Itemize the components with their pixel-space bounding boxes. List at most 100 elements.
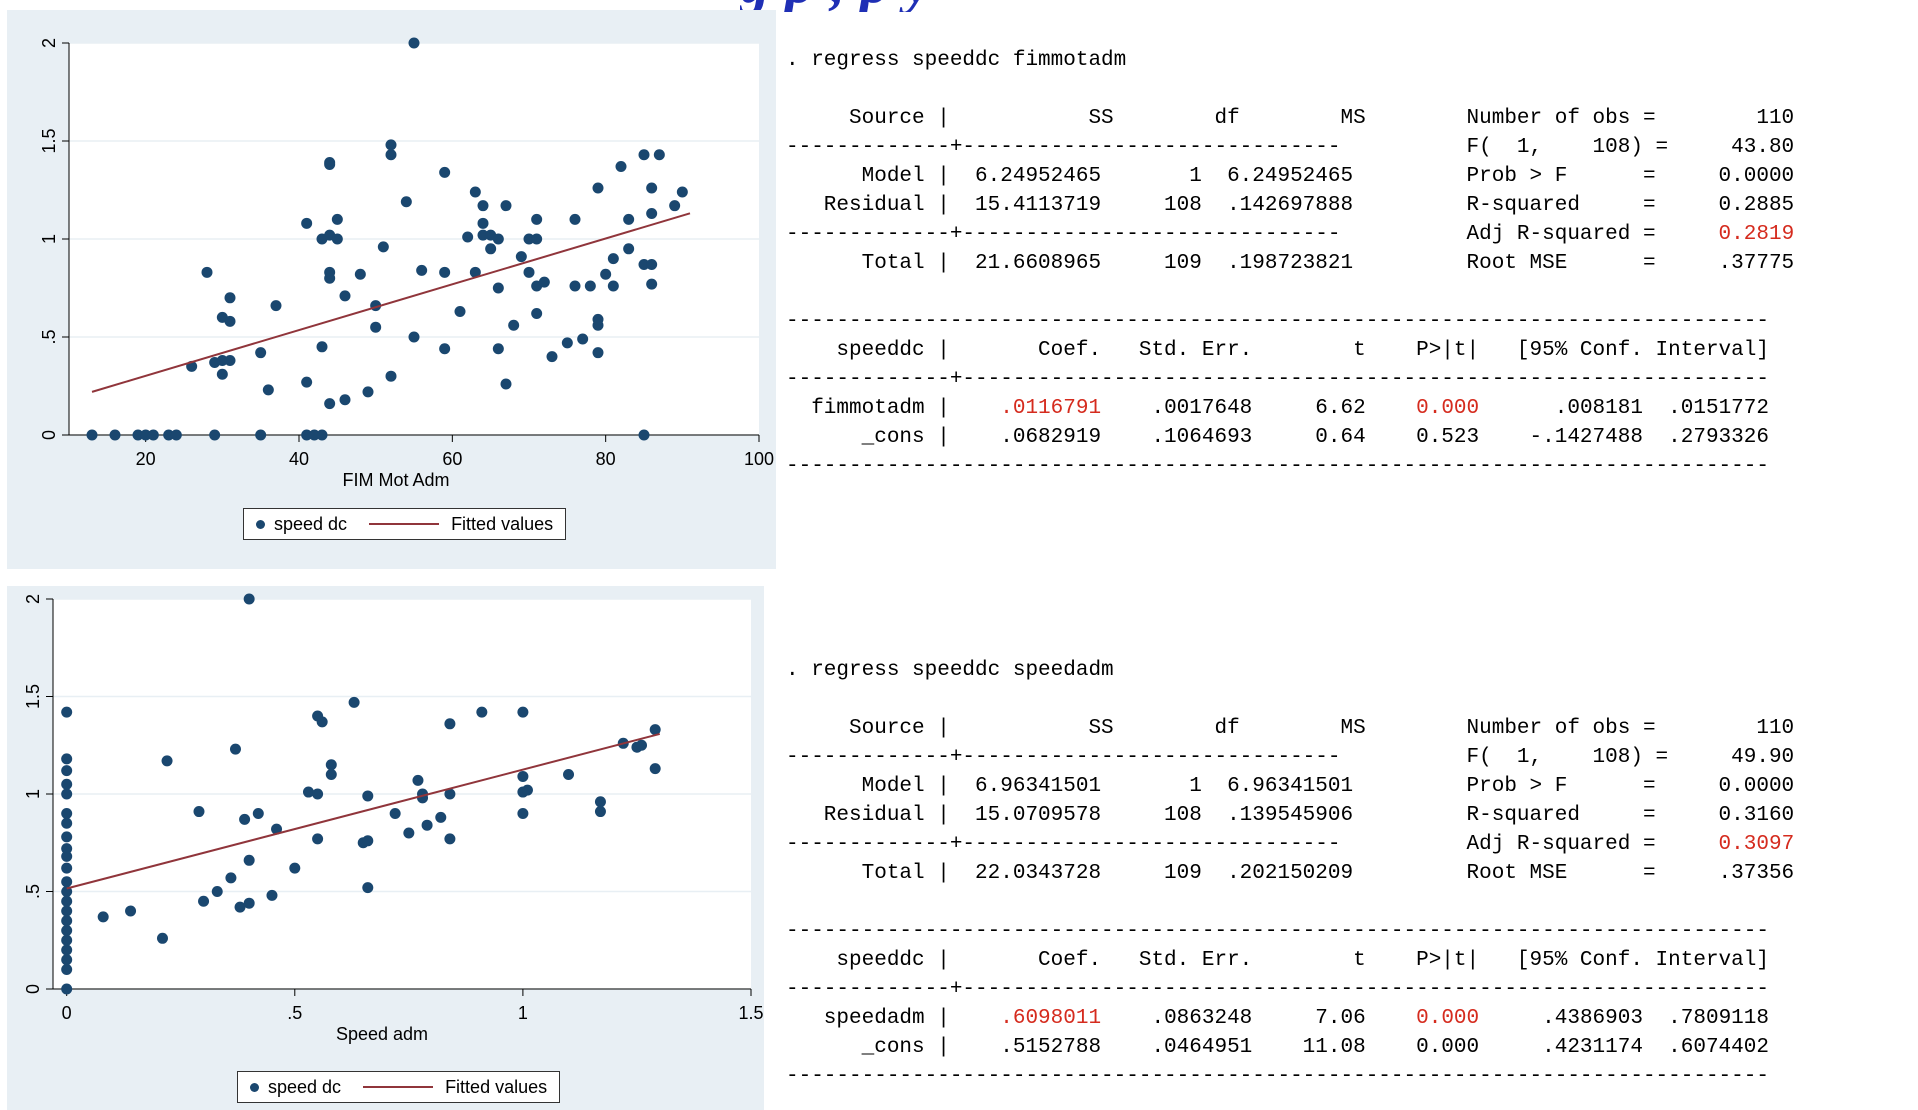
y-tick-label: 1.5 bbox=[23, 684, 43, 709]
legend-speedadm: speed dc Fitted values bbox=[237, 1071, 561, 1103]
data-point bbox=[308, 429, 320, 441]
data-point bbox=[492, 233, 504, 245]
data-point bbox=[86, 429, 98, 441]
data-point bbox=[255, 347, 267, 359]
data-point bbox=[61, 944, 73, 956]
legend-marker-dot bbox=[256, 519, 265, 529]
data-point bbox=[61, 843, 73, 855]
x-tick-label: 100 bbox=[744, 449, 774, 469]
data-point bbox=[531, 233, 543, 245]
data-point bbox=[500, 200, 512, 212]
data-point bbox=[646, 208, 658, 220]
data-point bbox=[252, 808, 264, 819]
y-tick-label: 1 bbox=[23, 789, 43, 799]
data-point bbox=[594, 806, 606, 818]
data-point bbox=[500, 378, 512, 390]
data-point bbox=[370, 321, 382, 333]
data-point bbox=[61, 915, 73, 927]
data-point bbox=[147, 429, 159, 441]
data-point bbox=[198, 895, 210, 907]
data-point bbox=[477, 217, 489, 229]
data-point bbox=[561, 337, 573, 349]
data-point bbox=[225, 872, 237, 884]
data-point bbox=[301, 429, 313, 441]
data-point bbox=[362, 790, 374, 802]
data-point bbox=[408, 37, 420, 49]
data-point bbox=[649, 763, 661, 775]
data-point bbox=[163, 429, 175, 441]
x-tick-label: 0 bbox=[62, 1003, 72, 1023]
data-point bbox=[492, 282, 504, 294]
data-point bbox=[646, 258, 658, 270]
data-point bbox=[61, 850, 73, 862]
data-point bbox=[61, 964, 73, 975]
data-point bbox=[607, 253, 619, 265]
data-point bbox=[156, 932, 168, 944]
data-point bbox=[439, 166, 451, 178]
data-point bbox=[439, 266, 451, 278]
data-point bbox=[636, 739, 648, 751]
x-tick-label: 60 bbox=[442, 449, 462, 469]
scatter-plot-speedadm: 0 .5 1 1.5 2 0 .5 1 1.5 Speed adm bbox=[23, 593, 764, 1044]
data-point bbox=[61, 876, 73, 888]
data-point bbox=[538, 276, 550, 288]
data-point bbox=[271, 823, 283, 835]
data-point bbox=[615, 160, 627, 172]
x-tick-label: 1 bbox=[518, 1003, 528, 1023]
data-point bbox=[211, 886, 223, 897]
slide-title-fragment: g p , p y bbox=[740, 0, 1918, 12]
data-point bbox=[339, 290, 351, 302]
data-point bbox=[517, 770, 529, 782]
data-point bbox=[638, 429, 650, 441]
data-point bbox=[348, 696, 360, 708]
data-point bbox=[243, 593, 255, 605]
data-point bbox=[316, 429, 328, 441]
data-point bbox=[600, 268, 612, 280]
data-point bbox=[362, 835, 374, 847]
data-point bbox=[592, 347, 604, 359]
regress-output-speedadm: . regress speeddc speedadm Source | SS d… bbox=[786, 659, 1795, 1088]
data-point bbox=[331, 233, 343, 245]
x-tick-label: 80 bbox=[596, 449, 616, 469]
x-axis-label: Speed adm bbox=[336, 1024, 428, 1044]
legend-marker-dot bbox=[250, 1082, 259, 1092]
data-point bbox=[362, 386, 374, 398]
data-point bbox=[140, 429, 152, 441]
data-point bbox=[209, 429, 221, 441]
fitted-line bbox=[91, 212, 691, 393]
y-tick-label: 0 bbox=[23, 984, 43, 994]
data-point bbox=[669, 200, 681, 212]
data-point bbox=[61, 905, 73, 917]
data-point bbox=[61, 788, 73, 800]
data-point bbox=[331, 213, 343, 225]
data-point bbox=[61, 954, 73, 966]
data-point bbox=[302, 786, 314, 798]
data-point bbox=[301, 376, 313, 388]
data-point bbox=[262, 384, 274, 396]
legend-fit-label: Fitted values bbox=[445, 1076, 548, 1097]
data-point bbox=[435, 811, 447, 823]
data-point bbox=[125, 905, 137, 917]
data-point bbox=[266, 889, 278, 901]
y-tick-label: 0 bbox=[39, 430, 59, 440]
data-point bbox=[531, 307, 543, 319]
x-tick-label: 20 bbox=[136, 449, 156, 469]
data-point bbox=[339, 394, 351, 406]
data-point bbox=[485, 243, 497, 255]
data-point bbox=[61, 862, 73, 874]
y-tick-label: .5 bbox=[23, 884, 43, 899]
data-point bbox=[385, 370, 397, 382]
scatter-panel-speedadm: 0 .5 1 1.5 2 0 .5 1 1.5 Speed adm speed dc Fitted… bbox=[7, 586, 764, 1110]
data-point bbox=[385, 149, 397, 161]
data-point bbox=[408, 331, 420, 343]
data-point bbox=[243, 854, 255, 866]
data-point bbox=[623, 213, 635, 225]
data-point bbox=[61, 817, 73, 829]
data-point bbox=[444, 833, 456, 845]
data-point bbox=[97, 911, 109, 923]
data-point bbox=[61, 808, 73, 819]
data-point bbox=[623, 243, 635, 255]
data-point bbox=[546, 351, 558, 363]
data-point bbox=[476, 706, 488, 718]
data-point bbox=[61, 831, 73, 843]
